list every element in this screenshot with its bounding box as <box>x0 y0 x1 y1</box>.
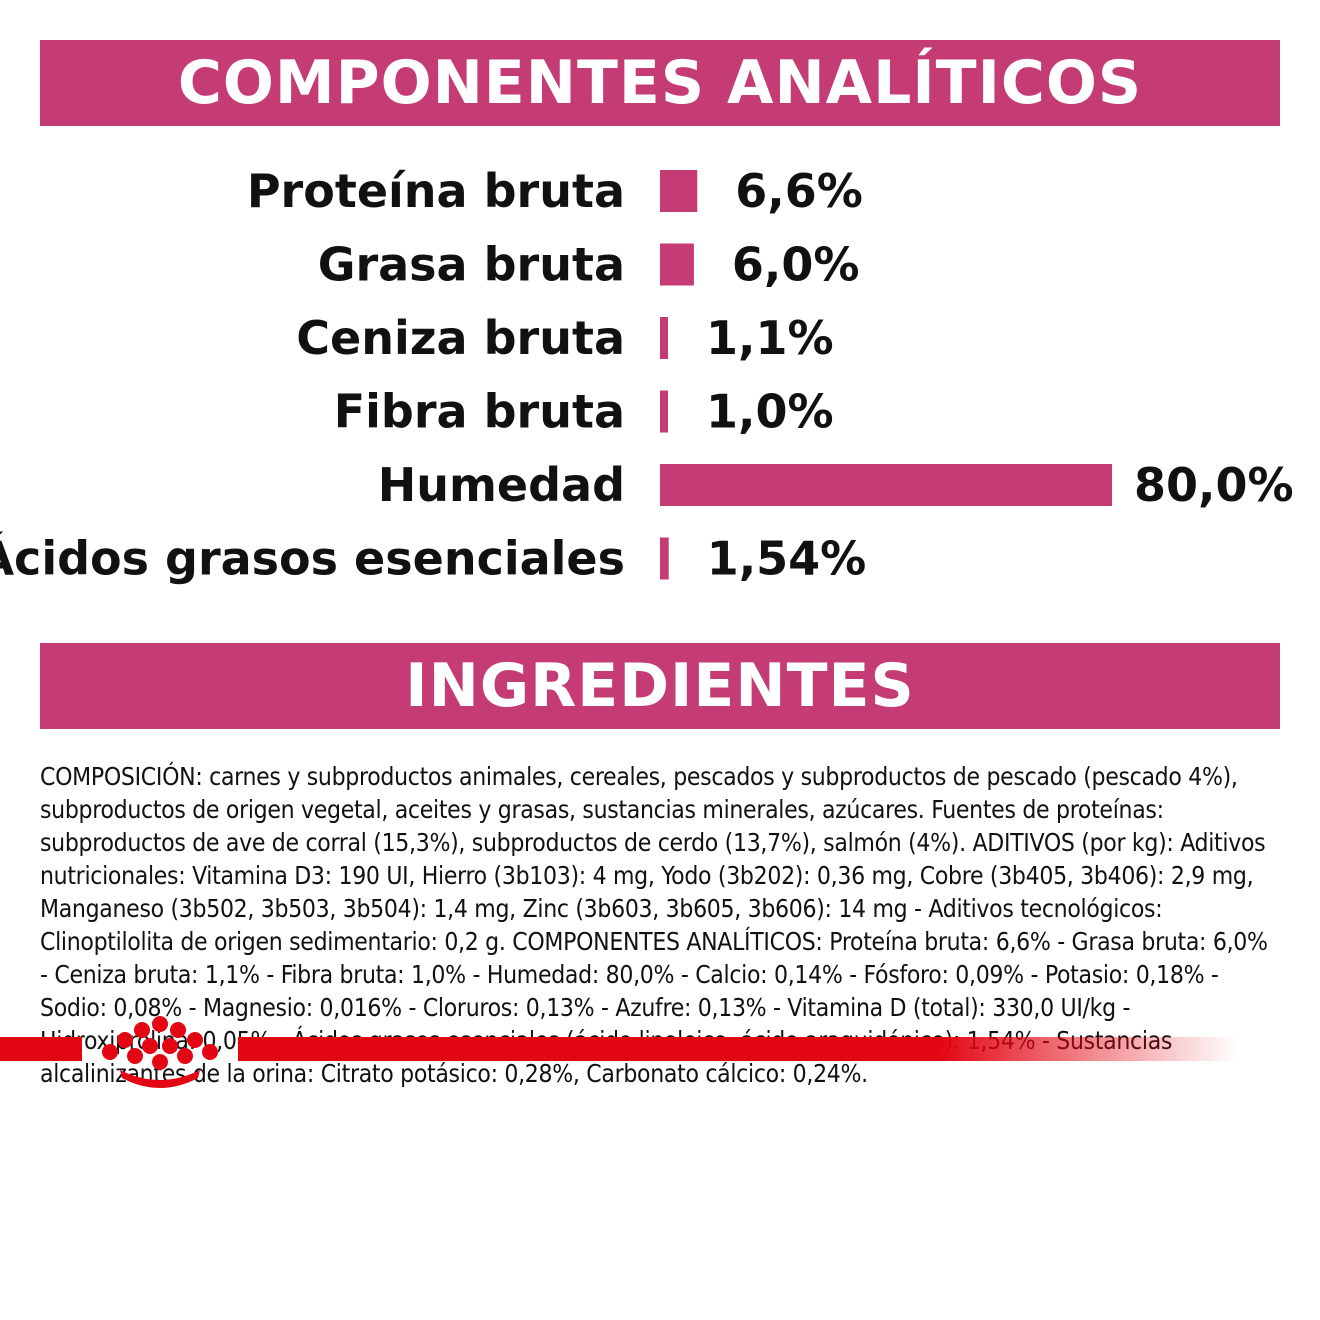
bar-value-label: 80,0% <box>1134 458 1294 512</box>
bar <box>660 317 668 359</box>
bar-category-label: Ceniza bruta <box>296 311 625 365</box>
bar-category-label: Humedad <box>378 458 625 512</box>
bar <box>660 170 698 212</box>
ingredients-title: INGREDIENTES <box>405 651 915 721</box>
footer-line-left <box>0 1037 82 1061</box>
bar-value-label: 1,0% <box>706 385 834 439</box>
footer-line-right <box>238 1037 1238 1061</box>
analytics-banner: COMPONENTES ANALÍTICOS <box>40 40 1280 126</box>
bar <box>660 243 694 286</box>
bar-category-label: Grasa bruta <box>318 238 625 292</box>
bar <box>660 390 668 433</box>
bar-category-label: Proteína bruta <box>247 164 625 218</box>
bar-category-label: Ácidos grasos esenciales <box>0 532 625 586</box>
ingredients-text: COMPOSICIÓN: carnes y subproductos anima… <box>40 762 1268 1088</box>
royal-canin-crown-icon <box>102 1016 218 1088</box>
bar-category-label: Fibra bruta <box>334 385 625 439</box>
bar-value-label: 1,54% <box>707 532 867 586</box>
analytics-title: COMPONENTES ANALÍTICOS <box>177 48 1143 118</box>
ingredients-banner: INGREDIENTES <box>40 643 1280 729</box>
bar <box>660 537 669 580</box>
bar-value-label: 6,6% <box>735 164 863 218</box>
analytics-bar-chart: Proteína bruta 6,6% Grasa bruta 6,0% Ceniza … <box>0 164 1294 586</box>
bar-value-label: 1,1% <box>706 311 834 365</box>
bar <box>660 464 1112 506</box>
bar-value-label: 6,0% <box>732 238 860 292</box>
